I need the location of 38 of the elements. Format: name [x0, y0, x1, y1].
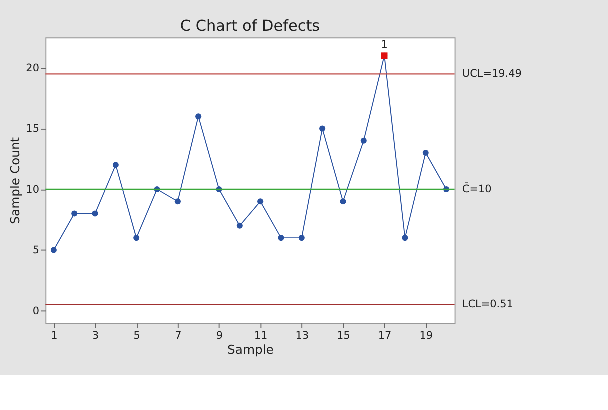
- point: [50, 247, 57, 254]
- point: [112, 162, 119, 168]
- x-tick-label: 13: [296, 330, 310, 342]
- y-tick-label: 0: [32, 305, 40, 318]
- x-tick-label: 9: [216, 330, 224, 342]
- chart-title: C Chart of Defects: [180, 16, 320, 35]
- x-tick-label: 7: [175, 330, 182, 342]
- point: [402, 235, 408, 242]
- x-tick-label: 1: [51, 330, 58, 342]
- point: [298, 235, 305, 242]
- point: [340, 198, 346, 205]
- x-tick-label: 5: [134, 330, 140, 342]
- annotation: 1: [381, 39, 388, 52]
- x-axis-title: Sample: [228, 343, 274, 358]
- point: [92, 210, 98, 217]
- x-tick-label: 19: [420, 330, 434, 342]
- point: [72, 210, 78, 217]
- x-tick-label: 15: [337, 330, 350, 342]
- point: [236, 222, 243, 229]
- y-tick-label: 10: [26, 184, 40, 196]
- x-tick-label: 11: [254, 330, 268, 342]
- point: [360, 138, 367, 144]
- point: [422, 150, 429, 156]
- point: [196, 114, 202, 120]
- y-axis-title: Sample Count: [8, 137, 23, 224]
- point: [278, 235, 284, 242]
- ref-line-label: C̄=10: [462, 182, 492, 196]
- x-tick-label: 3: [92, 330, 100, 342]
- point: [320, 126, 326, 132]
- y-tick-label: 20: [26, 62, 40, 74]
- point: [134, 235, 140, 242]
- y-tick-label: 5: [32, 244, 40, 257]
- y-tick-label: 15: [26, 123, 40, 136]
- point: [174, 198, 181, 205]
- ref-line-label: LCL=0.51: [462, 298, 514, 311]
- ref-line-label: UCL=19.49: [462, 68, 522, 80]
- point: [258, 198, 264, 205]
- x-tick-label: 17: [378, 330, 392, 342]
